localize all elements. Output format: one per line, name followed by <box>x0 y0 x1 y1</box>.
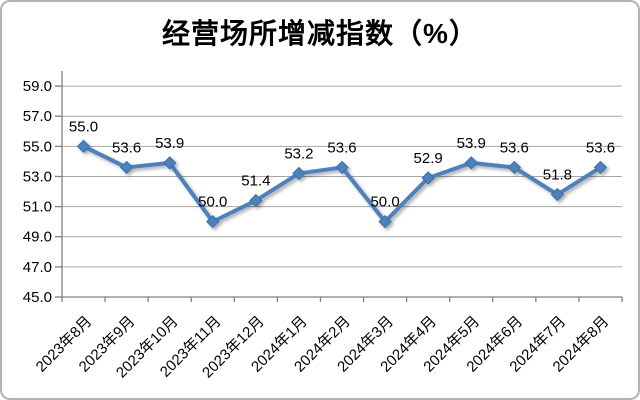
gridlines-group <box>62 85 622 298</box>
data-point-label: 53.6 <box>500 139 529 156</box>
chart-title: 经营场所增减指数（%） <box>162 18 478 49</box>
y-tick-label: 55.0 <box>23 138 52 155</box>
data-point-label: 53.9 <box>457 135 486 152</box>
y-tick-label: 51.0 <box>23 199 52 216</box>
data-point-marker[interactable] <box>292 166 306 181</box>
y-tick-label: 57.0 <box>23 108 52 125</box>
data-point-label: 53.6 <box>112 139 141 156</box>
data-point-marker[interactable] <box>249 193 263 208</box>
data-point-marker[interactable] <box>335 160 349 175</box>
data-point-label: 51.8 <box>543 167 572 184</box>
data-point-marker[interactable] <box>464 156 478 170</box>
data-point-marker[interactable] <box>119 160 134 175</box>
data-point-label: 50.0 <box>370 194 399 211</box>
data-point-marker[interactable] <box>593 160 608 175</box>
data-point-label: 51.4 <box>241 173 270 190</box>
y-tick-label: 47.0 <box>23 259 52 276</box>
data-series-group <box>76 139 608 229</box>
data-point-marker[interactable] <box>162 156 177 170</box>
data-point-label: 53.9 <box>155 135 184 152</box>
y-tick-label: 53.0 <box>23 168 52 185</box>
data-point-label: 52.9 <box>414 150 443 167</box>
axes-group <box>55 71 623 302</box>
series-line <box>81 144 603 224</box>
data-point-marker[interactable] <box>206 214 220 229</box>
y-tick-label: 45.0 <box>23 289 52 306</box>
data-point-marker[interactable] <box>550 187 565 202</box>
data-point-label: 55.0 <box>69 118 98 135</box>
y-tick-label: 59.0 <box>23 78 52 95</box>
data-point-marker[interactable] <box>421 171 435 185</box>
data-point-label: 53.6 <box>586 139 615 156</box>
data-point-marker[interactable] <box>76 139 91 154</box>
data-point-label: 50.0 <box>198 194 227 211</box>
data-point-marker[interactable] <box>378 214 392 229</box>
data-point-label: 53.2 <box>284 145 313 162</box>
y-tick-label: 49.0 <box>23 229 52 246</box>
data-point-marker[interactable] <box>507 160 522 175</box>
data-point-label: 53.6 <box>327 139 356 156</box>
labels-group: 59.0 57.0 55.0 53.0 51.0 49.0 47.0 45.0 55.0 53.6… <box>23 78 615 381</box>
